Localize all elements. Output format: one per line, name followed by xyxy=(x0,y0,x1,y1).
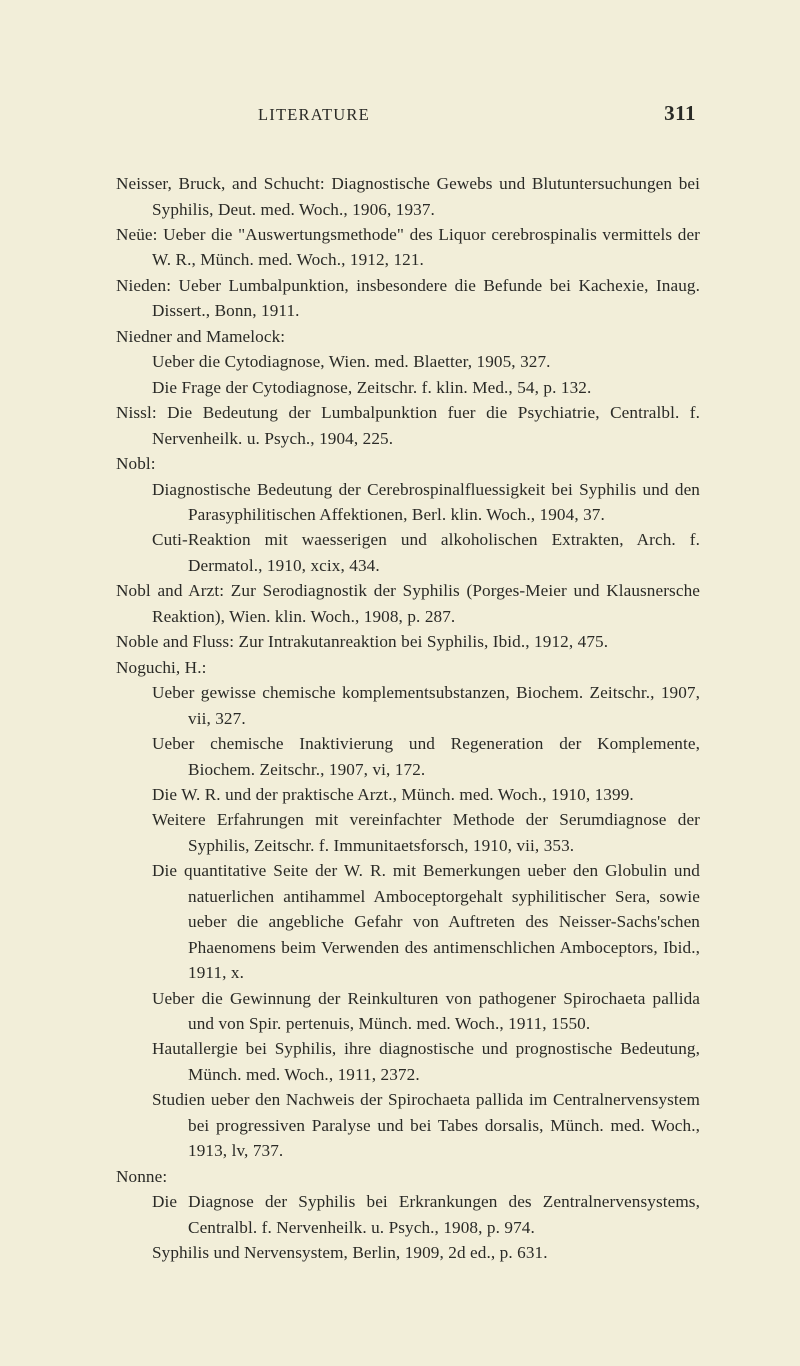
page-number: 311 xyxy=(664,98,696,129)
page-header: LITERATURE 311 xyxy=(116,98,700,129)
bibliography-subentry: Ueber die Cytodiagnose, Wien. med. Blaet… xyxy=(116,349,700,374)
bibliography-entry: Noble and Fluss: Zur Intrakutanreaktion … xyxy=(116,629,700,654)
bibliography-entry: Nobl and Arzt: Zur Serodiagnostik der Sy… xyxy=(116,578,700,629)
bibliography-subentry: Weitere Erfahrungen mit vereinfachter Me… xyxy=(116,807,700,858)
bibliography-entry: Neüe: Ueber die "Auswertungsmethode" des… xyxy=(116,222,700,273)
bibliography-entry: Noguchi, H.: xyxy=(116,655,700,680)
bibliography-subentry: Cuti-Reaktion mit waesserigen und alkoho… xyxy=(116,527,700,578)
bibliography-subentry: Die Diagnose der Syphilis bei Erkrankung… xyxy=(116,1189,700,1240)
bibliography-entry: Nissl: Die Bedeutung der Lumbalpunktion … xyxy=(116,400,700,451)
bibliography-entry: Neisser, Bruck, and Schucht: Diagnostisc… xyxy=(116,171,700,222)
bibliography-subentry: Ueber chemische Inaktivierung und Regene… xyxy=(116,731,700,782)
bibliography-subentry: Die quantitative Seite der W. R. mit Bem… xyxy=(116,858,700,985)
bibliography-entry: Nieden: Ueber Lumbalpunktion, insbesonde… xyxy=(116,273,700,324)
bibliography-entry: Nonne: xyxy=(116,1164,700,1189)
bibliography-subentry: Diagnostische Bedeutung der Cerebrospina… xyxy=(116,477,700,528)
running-head: LITERATURE xyxy=(258,103,370,127)
bibliography-entry: Nobl: xyxy=(116,451,700,476)
bibliography-subentry: Die W. R. und der praktische Arzt., Münc… xyxy=(116,782,700,807)
page: LITERATURE 311 Neisser, Bruck, and Schuc… xyxy=(0,0,800,1366)
bibliography-subentry: Studien ueber den Nachweis der Spirochae… xyxy=(116,1087,700,1163)
bibliography-subentry: Ueber gewisse chemische komplementsubsta… xyxy=(116,680,700,731)
bibliography-subentry: Ueber die Gewinnung der Reinkulturen von… xyxy=(116,986,700,1037)
bibliography-body: Neisser, Bruck, and Schucht: Diagnostisc… xyxy=(116,171,700,1265)
bibliography-subentry: Syphilis und Nervensystem, Berlin, 1909,… xyxy=(116,1240,700,1265)
bibliography-entry: Niedner and Mamelock: xyxy=(116,324,700,349)
bibliography-subentry: Die Frage der Cytodiagnose, Zeitschr. f.… xyxy=(116,375,700,400)
bibliography-subentry: Hautallergie bei Syphilis, ihre diagnost… xyxy=(116,1036,700,1087)
